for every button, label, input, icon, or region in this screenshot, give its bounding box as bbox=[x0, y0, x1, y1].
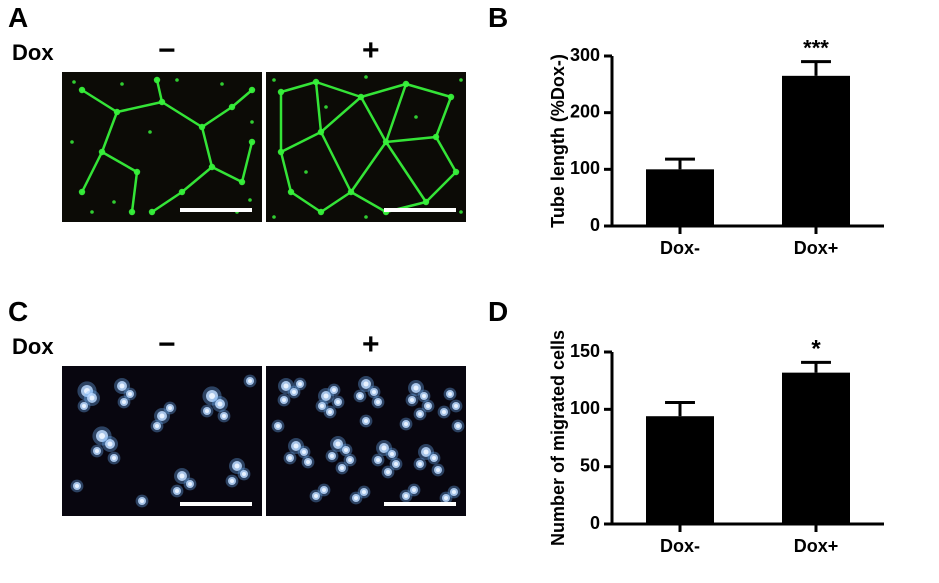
svg-text:*: * bbox=[811, 335, 821, 362]
panel-c-plus: + bbox=[362, 328, 380, 362]
panel-c-minus: − bbox=[158, 328, 176, 362]
svg-text:300: 300 bbox=[570, 45, 600, 65]
panel-a-micro-dox-minus bbox=[62, 72, 262, 222]
panel-a-dox-label: Dox bbox=[12, 40, 54, 66]
svg-text:Tube length (%Dox-): Tube length (%Dox-) bbox=[548, 54, 568, 228]
panel-a-plus: + bbox=[362, 34, 380, 68]
svg-text:Number of migrated cells: Number of migrated cells bbox=[548, 330, 568, 546]
svg-text:100: 100 bbox=[570, 158, 600, 178]
svg-text:***: *** bbox=[803, 36, 829, 61]
svg-text:0: 0 bbox=[590, 215, 600, 235]
panel-c-dox-label: Dox bbox=[12, 334, 54, 360]
svg-text:50: 50 bbox=[580, 455, 600, 475]
panel-b-chart: 0 100 200 300 Dox- Dox+ *** Tube length (%Dox-) bbox=[540, 20, 900, 268]
panel-c-micro-dox-minus bbox=[62, 366, 262, 516]
svg-text:Dox+: Dox+ bbox=[794, 536, 839, 556]
svg-text:0: 0 bbox=[590, 513, 600, 533]
panel-c-micrographs bbox=[62, 366, 466, 516]
panel-a-minus: − bbox=[158, 34, 176, 68]
panel-letter-d: D bbox=[488, 296, 508, 328]
panel-c-micro-dox-plus bbox=[266, 366, 466, 516]
panel-letter-c: C bbox=[8, 296, 28, 328]
svg-text:Dox-: Dox- bbox=[660, 238, 700, 258]
svg-text:200: 200 bbox=[570, 101, 600, 121]
svg-text:100: 100 bbox=[570, 398, 600, 418]
svg-text:150: 150 bbox=[570, 341, 600, 361]
panel-d-chart: 0 50 100 150 Dox- Dox+ * Number of migrated cel… bbox=[540, 316, 900, 566]
panel-a-micrographs bbox=[62, 72, 466, 222]
svg-text:Dox+: Dox+ bbox=[794, 238, 839, 258]
panel-letter-b: B bbox=[488, 2, 508, 34]
panel-letter-a: A bbox=[8, 2, 28, 34]
panel-a-micro-dox-plus bbox=[266, 72, 466, 222]
svg-text:Dox-: Dox- bbox=[660, 536, 700, 556]
